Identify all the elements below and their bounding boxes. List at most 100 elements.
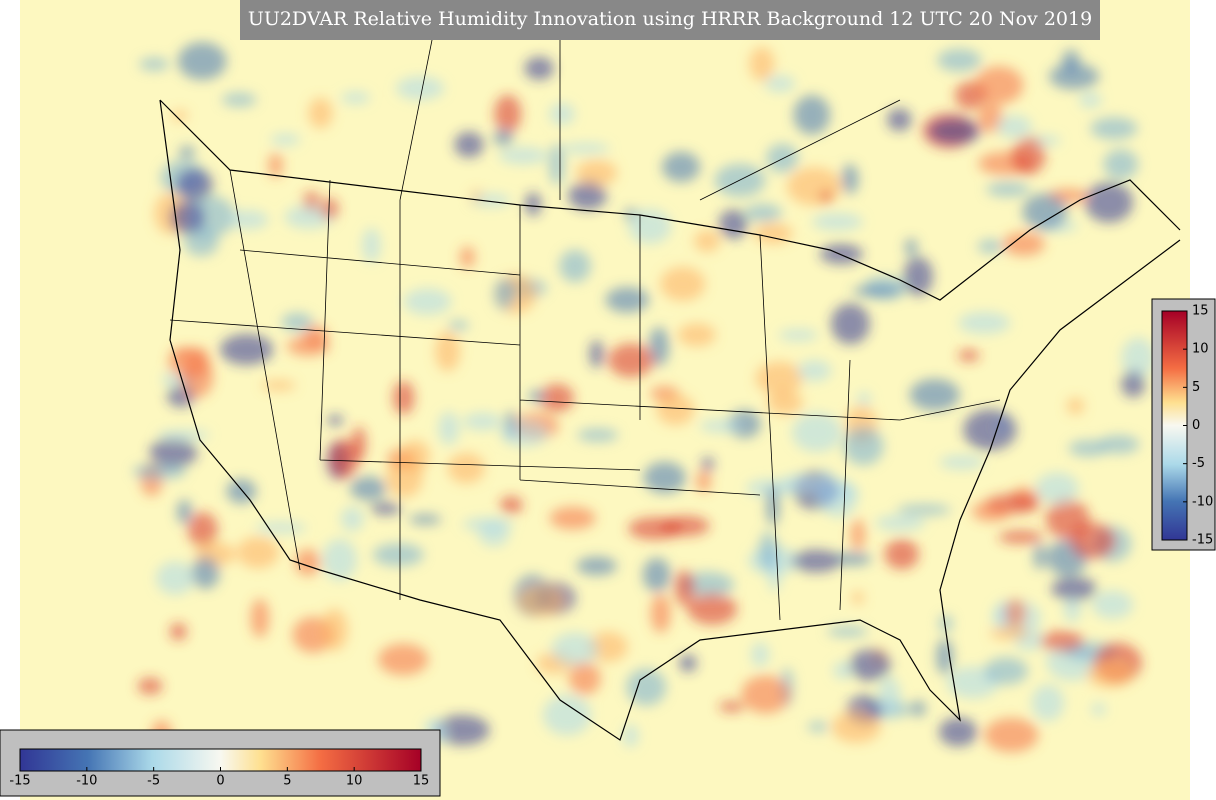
blob [1097, 435, 1140, 454]
tick-label: 10 [346, 774, 363, 789]
blob [648, 327, 670, 367]
blob [833, 662, 853, 679]
blob [459, 246, 475, 269]
blob [718, 701, 745, 713]
humidity-field [132, 42, 1155, 753]
tick-label: -10 [76, 774, 97, 789]
blob [937, 48, 982, 72]
blob [281, 312, 314, 332]
blob [679, 654, 697, 673]
blob [887, 108, 912, 132]
blob [270, 133, 301, 146]
blob [741, 675, 790, 714]
blob [463, 412, 503, 431]
blob [1004, 599, 1027, 628]
tick-label: 10 [1192, 342, 1209, 357]
blob [219, 333, 274, 366]
blob [294, 549, 321, 576]
blob [986, 181, 1030, 197]
blob [998, 530, 1044, 544]
blob [478, 521, 510, 547]
blob [851, 590, 865, 605]
blob [549, 143, 565, 186]
blob [718, 209, 748, 239]
blob [137, 677, 163, 695]
blob [936, 638, 954, 675]
blob [904, 238, 918, 257]
blob [399, 440, 431, 472]
blob [958, 311, 1011, 334]
blob [792, 412, 842, 453]
blob [744, 203, 783, 222]
tick-label: 0 [216, 774, 224, 789]
blob [701, 456, 715, 472]
tick-label: 15 [413, 774, 430, 789]
blob [568, 181, 607, 211]
blob [493, 128, 514, 147]
blob [340, 506, 364, 532]
blob [177, 42, 227, 80]
blob [791, 549, 841, 573]
blob [498, 147, 548, 165]
blob [577, 428, 619, 442]
blob [1051, 576, 1097, 601]
blob [910, 700, 926, 717]
blob [816, 469, 836, 510]
blob [176, 168, 214, 202]
blob [139, 57, 170, 71]
blob [549, 506, 596, 530]
blob [1084, 182, 1134, 223]
blob [540, 383, 574, 413]
blob [812, 213, 863, 231]
tick-label: -15 [9, 774, 30, 789]
blob [833, 552, 872, 566]
blob [608, 343, 654, 378]
blob [1063, 595, 1082, 623]
blob [766, 143, 799, 173]
blob [1090, 117, 1138, 140]
blob [320, 198, 339, 220]
blob [228, 210, 269, 230]
blob [191, 556, 220, 590]
blob [938, 717, 978, 747]
blob [551, 632, 599, 666]
blob [656, 394, 695, 425]
blob [372, 543, 424, 567]
blob [928, 118, 981, 145]
blob [971, 501, 1011, 522]
blob [327, 414, 344, 426]
blob [850, 518, 866, 551]
blob [181, 356, 214, 398]
blob [1031, 684, 1065, 722]
blob [1049, 63, 1100, 90]
blob [524, 192, 542, 217]
blob [549, 103, 575, 125]
tick-label: 5 [283, 774, 291, 789]
blob [807, 721, 829, 732]
blob [250, 598, 270, 638]
blob [378, 643, 429, 676]
blob [308, 97, 333, 129]
blob [170, 200, 205, 235]
borders [169, 0, 1001, 621]
blob [851, 286, 902, 297]
blob [169, 622, 187, 641]
blob [524, 56, 554, 81]
blob [470, 193, 511, 207]
blob [517, 584, 565, 618]
blob [1103, 149, 1139, 180]
blob [1078, 92, 1102, 108]
blob [454, 131, 484, 158]
blob [984, 717, 1039, 753]
blob [286, 336, 330, 356]
blob [1022, 193, 1068, 230]
blob [587, 631, 628, 662]
blob [493, 279, 515, 310]
blob [909, 378, 960, 411]
blob [820, 190, 833, 203]
blob [831, 711, 881, 743]
blob [576, 159, 618, 187]
blob [751, 642, 770, 667]
blob [749, 46, 775, 82]
